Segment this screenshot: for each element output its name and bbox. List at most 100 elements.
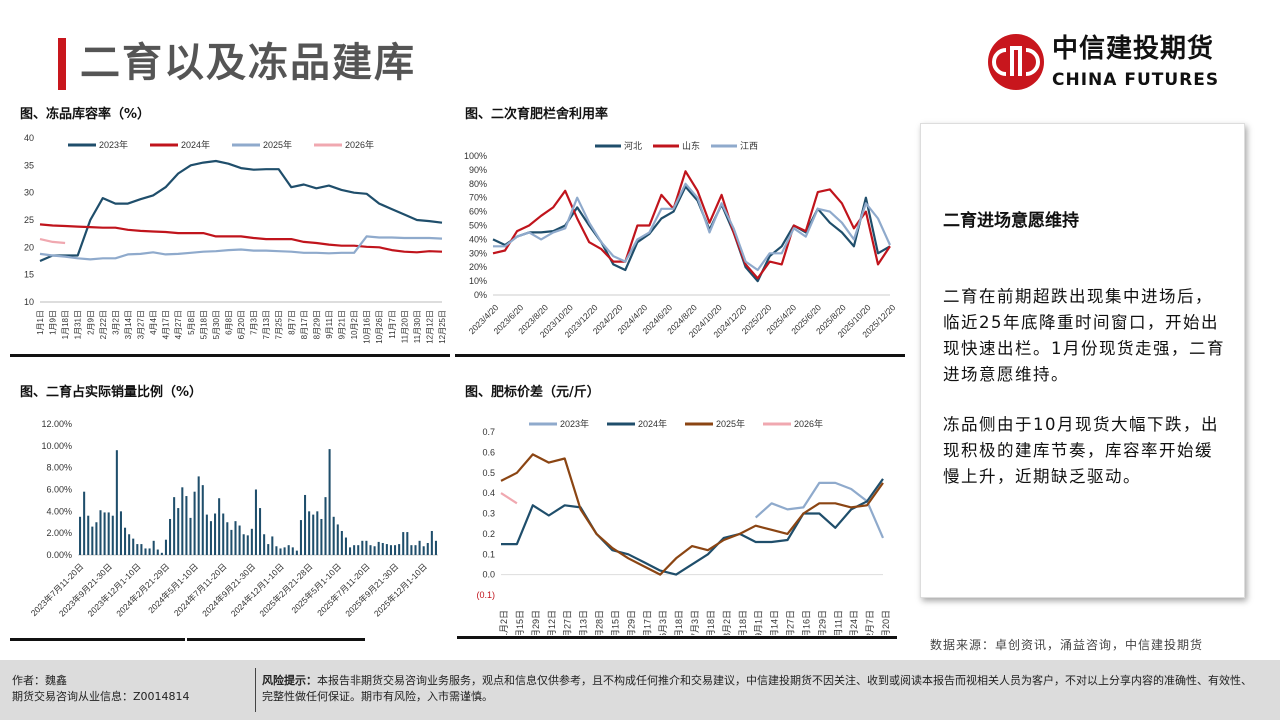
x-tick-label: 2025年5月1-10日 — [289, 561, 343, 615]
bar — [95, 522, 98, 555]
bar — [271, 536, 274, 555]
bar — [267, 544, 270, 555]
bar — [136, 544, 139, 555]
y-tick-label: 0.7 — [482, 427, 495, 437]
series-line-2026年 — [500, 492, 518, 505]
y-tick-label: 30% — [469, 248, 487, 258]
bar — [209, 521, 212, 555]
x-tick-label: 4月4日 — [149, 310, 158, 335]
x-tick-label: 3月27日 — [137, 310, 146, 339]
y-tick-label: 100% — [464, 151, 487, 161]
bar — [144, 548, 147, 555]
x-tick-label: 2024年2月21-29日 — [114, 561, 171, 618]
x-tick-label: 1月15日 — [515, 610, 525, 635]
series-line-河北 — [492, 185, 891, 283]
bar — [389, 545, 392, 555]
company-logo: 中信建投期货 CHINA FUTURES — [988, 34, 1258, 94]
x-tick-label: 11月24日 — [849, 610, 859, 635]
bar — [177, 508, 180, 555]
y-tick-label: 0% — [474, 290, 487, 300]
bar — [357, 545, 360, 555]
bar — [324, 497, 327, 555]
series-line-2023年 — [754, 481, 885, 539]
bar — [87, 515, 90, 555]
bar — [308, 511, 311, 555]
x-tick-label: 10月2日 — [350, 310, 359, 339]
bar — [385, 544, 388, 555]
bar — [299, 520, 302, 555]
bar — [332, 516, 335, 555]
bar — [79, 516, 82, 555]
bar — [103, 512, 106, 555]
x-tick-label: 1月1日 — [36, 310, 45, 335]
bar — [320, 518, 323, 555]
bar — [140, 544, 143, 555]
legend-label: 2026年 — [345, 139, 374, 150]
bar — [246, 535, 249, 555]
bar — [201, 485, 204, 555]
bar — [377, 541, 380, 555]
x-tick-label: 2025年7月11-20日 — [315, 561, 372, 618]
bar — [361, 540, 364, 555]
x-tick-label: 11月30日 — [413, 310, 422, 343]
bar — [242, 534, 245, 555]
bar — [185, 496, 188, 555]
divider — [187, 638, 365, 641]
bar — [83, 491, 86, 555]
x-tick-label: 6月3日 — [658, 610, 668, 635]
bar — [328, 449, 331, 555]
chart-freezer-capacity: 10 15 20 25 30 35 40 2023年 2024年 2025年 2026年 1月1日 1月… — [24, 133, 447, 344]
bar — [132, 538, 135, 555]
x-tick-label: 7月25日 — [275, 310, 284, 339]
bar — [344, 537, 347, 555]
x-tick-label: 2024年9月21-30日 — [200, 561, 257, 618]
author-info: 作者：魏鑫 期货交易咨询从业信息：Z0014814 — [12, 673, 250, 705]
y-tick-label: (0.1) — [476, 590, 495, 600]
y-tick-label: 20% — [469, 262, 487, 272]
x-tick-label: 1月9日 — [49, 310, 58, 335]
bar — [254, 489, 257, 555]
chart-title-secondary-share: 图、二育占实际销量比例（%） — [20, 385, 203, 400]
chart-price-spread: (0.1) 0.0 0.1 0.2 0.3 0.4 0.5 0.6 0.7 2023年 2024年 2… — [476, 418, 891, 635]
x-tick-label: 4月27日 — [174, 310, 183, 339]
legend-label: 2023年 — [99, 139, 128, 150]
bar — [365, 540, 368, 555]
x-tick-label: 6月18日 — [674, 610, 684, 635]
y-tick-label: 60% — [469, 207, 487, 217]
x-tick-label: 9月1日 — [754, 610, 764, 635]
bar — [353, 545, 356, 555]
x-tick-label: 7月3日 — [690, 610, 700, 635]
bar — [340, 530, 343, 555]
risk-label: 风险提示： — [262, 674, 317, 687]
y-tick-label: 10 — [24, 297, 34, 307]
bar — [128, 534, 131, 555]
bar — [259, 508, 262, 555]
x-tick-label: 6月8日 — [224, 310, 233, 335]
x-tick-label: 2024年12月1-10日 — [229, 561, 286, 618]
bar — [250, 528, 253, 555]
bar — [263, 534, 266, 555]
commentary-paragraph-2: 冻品侧由于10月现货大幅下跌，出现积极的建库节奏，库容率开始缓慢上升，近期缺乏驱… — [943, 415, 1219, 486]
bar — [312, 514, 315, 555]
logo-text-en: CHINA FUTURES — [1052, 70, 1220, 90]
citic-logo-icon — [988, 34, 1044, 90]
bar — [279, 548, 282, 555]
y-tick-label: 0.5 — [482, 468, 495, 478]
x-tick-label: 5月8日 — [187, 310, 196, 335]
x-tick-label: 12月12日 — [425, 310, 434, 344]
x-tick-label: 9月27日 — [786, 610, 796, 635]
x-tick-label: 5月30日 — [212, 310, 221, 339]
legend-label: 2025年 — [716, 418, 745, 429]
x-tick-label: 4月15日 — [610, 610, 620, 635]
x-tick-label: 3月28日 — [595, 610, 605, 635]
chart-title-freezer: 图、冻品库容率（%） — [20, 107, 151, 122]
bar — [426, 542, 429, 555]
bar — [349, 547, 352, 555]
x-tick-label: 7月13日 — [262, 310, 271, 339]
y-tick-label: 0.6 — [482, 447, 495, 457]
bar — [234, 521, 237, 555]
y-tick-label: 0.00% — [46, 550, 72, 560]
x-tick-label: 8月18日 — [738, 610, 748, 635]
x-tick-label: 2024年5月1-10日 — [146, 561, 200, 615]
x-tick-label: 2月9日 — [86, 310, 95, 335]
